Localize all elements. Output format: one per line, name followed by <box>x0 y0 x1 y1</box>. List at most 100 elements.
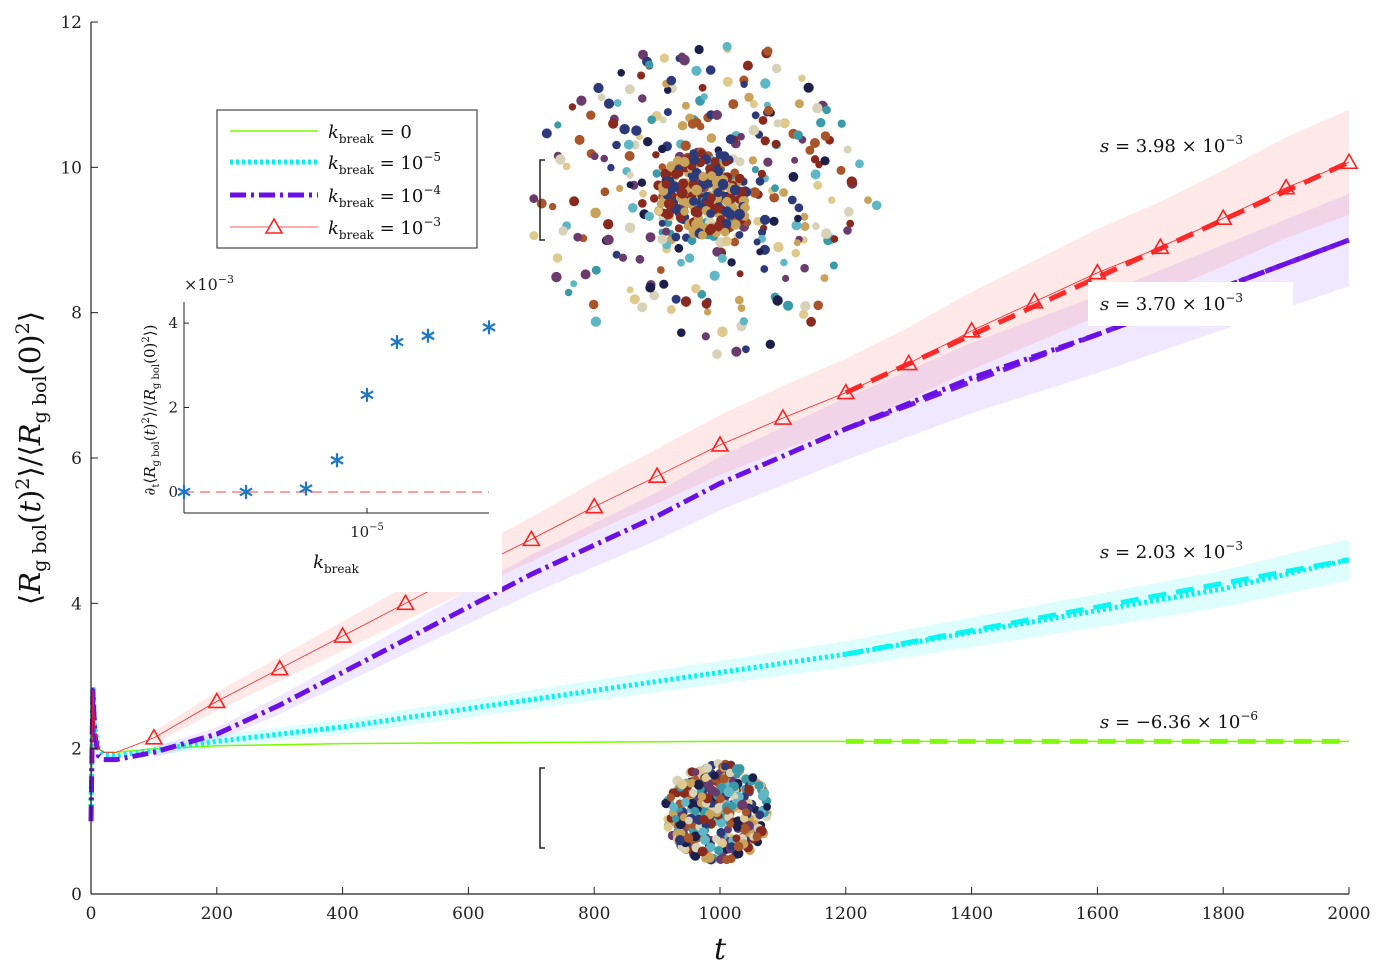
monomer-bead <box>677 328 686 338</box>
monomer-bead <box>590 316 602 327</box>
monomer-bead <box>713 805 722 814</box>
monomer-bead <box>760 265 769 273</box>
monomer-bead <box>702 763 713 773</box>
y-tick-labels: 0 2 4 6 8 10 12 <box>60 13 82 905</box>
monomer-bead-core <box>674 224 684 233</box>
monomer-bead <box>691 768 700 776</box>
monomer-bead <box>590 152 599 161</box>
monomer-bead <box>805 145 815 155</box>
triangle-marker <box>773 408 793 425</box>
monomer-bead <box>740 80 748 89</box>
monomer-bead <box>659 116 667 124</box>
monomer-bead <box>693 779 704 790</box>
monomer-bead <box>803 82 814 93</box>
monomer-bead-core <box>676 187 688 199</box>
slope-annotation-k1e5: s = 2.03 × 10−3 <box>1100 539 1243 563</box>
monomer-bead <box>600 187 610 197</box>
monomer-bead <box>691 284 701 294</box>
monomer-bead <box>674 243 684 253</box>
monomer-bead <box>635 254 645 264</box>
legend-entry-k1e5: kbreak = 10−5 <box>230 150 441 177</box>
monomer-bead <box>779 188 788 197</box>
monomer-bead-core <box>689 154 700 165</box>
y-tick-label: 12 <box>60 13 82 33</box>
monomer-bead <box>624 84 635 95</box>
monomer-bead <box>769 192 780 203</box>
inset-point <box>360 387 374 402</box>
monomer-bead <box>645 60 654 69</box>
monomer-bead <box>712 349 722 360</box>
monomer-bead-core <box>721 207 732 218</box>
triangle-marker <box>1339 152 1359 170</box>
monomer-bead <box>737 132 745 141</box>
monomer-bead <box>637 71 646 80</box>
monomer-bead <box>753 217 763 226</box>
monomer-bead <box>706 842 716 852</box>
triangle-marker <box>144 728 164 745</box>
monomer-bead <box>697 846 708 857</box>
monomer-bead <box>699 815 709 825</box>
monomer-bead <box>771 184 779 193</box>
monomer-bead <box>739 823 751 835</box>
scale-bar-compact <box>539 767 545 849</box>
monomer-bead-core <box>730 219 741 230</box>
polymer-expanded-illustration <box>529 41 882 360</box>
monomer-bead <box>712 834 721 844</box>
fit-line-2 <box>844 237 1350 432</box>
monomer-bead <box>580 269 591 280</box>
monomer-bead-core <box>707 193 716 203</box>
monomer-bead <box>730 237 739 247</box>
monomer-bead <box>548 202 557 211</box>
monomer-bead <box>694 44 704 55</box>
monomer-bead <box>645 232 656 243</box>
monomer-bead <box>706 133 717 143</box>
inset-y-tick-label: 2 <box>168 399 178 417</box>
monomer-bead-core <box>656 199 666 209</box>
legend: kbreak = 0 kbreak = 10−5 kbreak = 10−4 k… <box>216 109 478 249</box>
x-tick-label: 1400 <box>950 904 993 924</box>
monomer-bead <box>562 162 571 171</box>
monomer-bead <box>654 207 663 216</box>
monomer-bead <box>773 119 782 128</box>
monomer-bead <box>658 144 667 154</box>
series-line-3 <box>90 161 1350 815</box>
monomer-bead <box>709 270 720 281</box>
monomer-bead <box>551 271 562 283</box>
monomer-bead <box>677 258 685 267</box>
monomer-bead <box>529 231 539 241</box>
triangle-marker <box>1088 263 1107 280</box>
monomer-bead-core <box>713 221 725 232</box>
monomer-bead <box>588 299 599 310</box>
monomer-bead-core <box>678 178 689 189</box>
monomer-bead <box>628 203 638 213</box>
monomer-bead <box>821 228 832 239</box>
y-axis-label: ⟨Rg bol(t)2⟩/⟨Rg bol(0)2⟩ <box>12 311 51 605</box>
monomer-bead-core <box>722 196 732 207</box>
monomer-bead <box>613 99 622 107</box>
asterisk-stroke <box>299 484 313 493</box>
legend-box <box>216 109 478 249</box>
series-lines <box>88 159 1351 822</box>
monomer-bead-core <box>705 164 715 174</box>
monomer-bead <box>837 119 846 128</box>
monomer-bead <box>704 308 712 316</box>
y-tick-label: 0 <box>71 885 82 905</box>
monomer-bead-core <box>691 219 701 229</box>
x-tick-label: 0 <box>86 904 97 924</box>
triangle-marker <box>899 353 919 371</box>
monomer-bead <box>637 302 648 313</box>
y-tick-label: 2 <box>71 740 82 760</box>
monomer-bead <box>573 232 583 242</box>
monomer-bead <box>680 140 691 151</box>
monomer-bead <box>529 194 539 204</box>
monomer-bead <box>759 214 771 225</box>
monomer-bead-core <box>710 157 720 166</box>
monomer-bead <box>733 841 744 852</box>
monomer-bead <box>794 214 802 223</box>
monomer-bead <box>624 222 636 234</box>
inset-point <box>239 484 253 499</box>
inset-point <box>421 328 435 343</box>
monomer-bead <box>716 818 727 828</box>
triangle-marker <box>647 466 667 483</box>
